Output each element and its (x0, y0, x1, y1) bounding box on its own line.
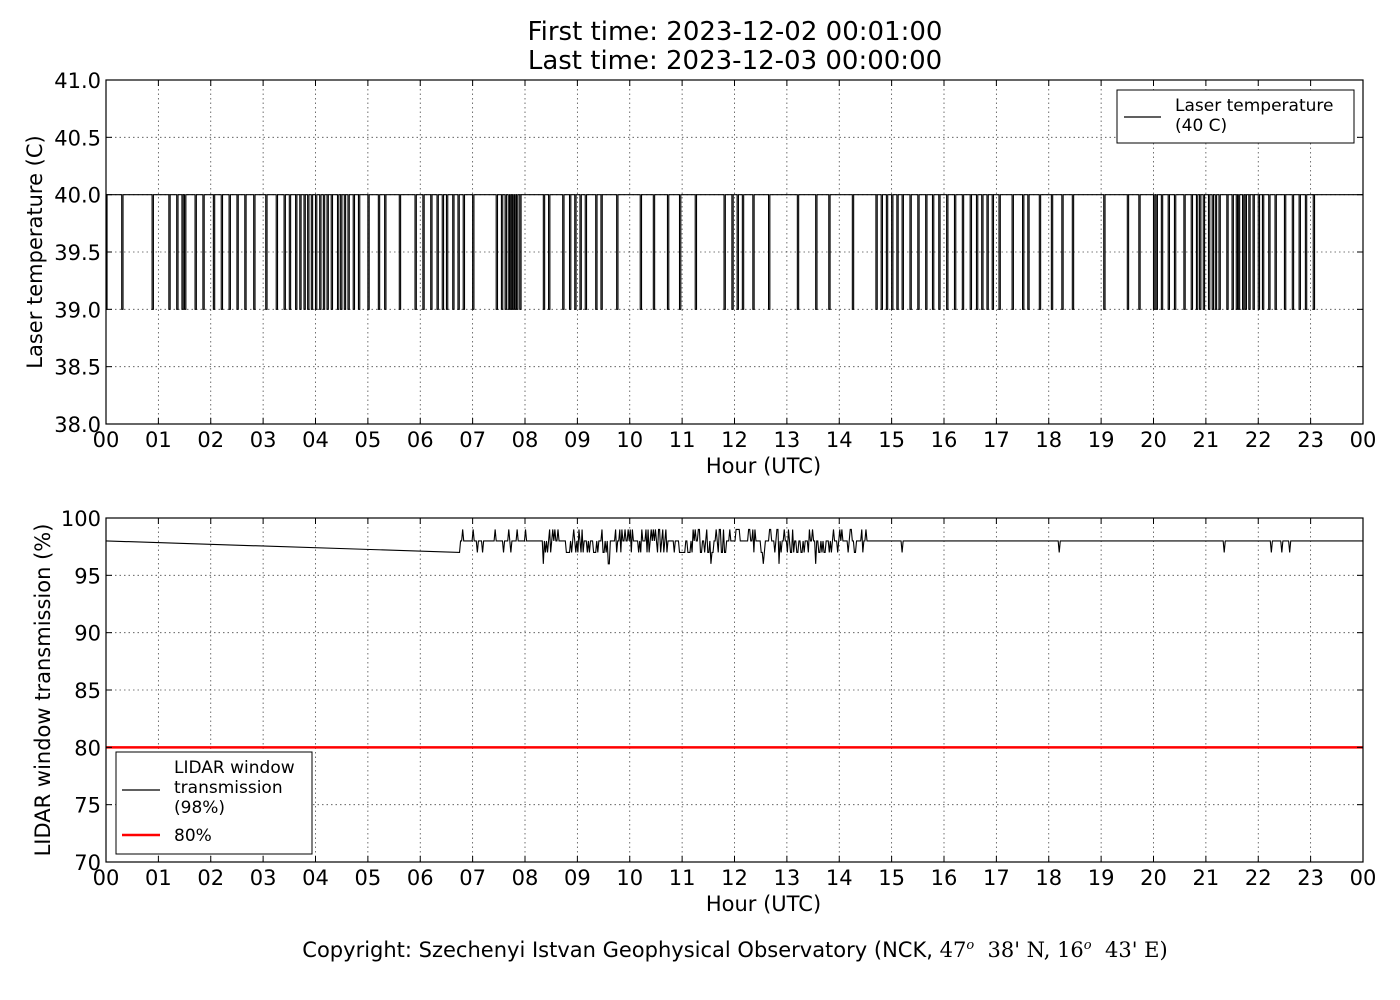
y-tick-label: 40.5 (54, 126, 101, 150)
x-tick-label: 19 (1088, 428, 1115, 452)
x-tick-label: 10 (616, 428, 643, 452)
x-tick-label: 03 (250, 866, 277, 890)
x-tick-label: 15 (878, 428, 905, 452)
y-tick-label: 90 (74, 622, 101, 646)
legend: Laser temperature(40 C) (1116, 89, 1355, 144)
copyright-prefix: Copyright: Szechenyi Istvan Geophysical … (302, 938, 940, 962)
x-tick-label: 20 (1140, 866, 1167, 890)
longitude-degrees: 16o (1057, 938, 1092, 962)
x-tick-label: 07 (459, 866, 486, 890)
x-tick-label: 17 (983, 428, 1010, 452)
x-tick-label: 15 (878, 866, 905, 890)
y-tick-label: 95 (74, 564, 101, 588)
x-tick-label: 23 (1297, 866, 1324, 890)
x-tick-label: 12 (721, 428, 748, 452)
latitude-degrees: 47o (939, 938, 975, 962)
chart-panel-1: 00 01 02 03 04 05 06 07 08 09 10 11 12 13 14 15 16 17 18 19… (23, 69, 1376, 478)
y-tick-label: 100 (61, 507, 101, 531)
legend-label: 80% (174, 826, 212, 846)
x-tick-label: 14 (826, 428, 853, 452)
y-tick-label: 70 (74, 851, 101, 875)
x-tick-label: 11 (669, 428, 696, 452)
x-tick-label: 17 (983, 866, 1010, 890)
y-tick-label: 75 (74, 794, 101, 818)
y-tick-label: 80 (74, 736, 101, 760)
last-time-label: Last time: 2023-12-03 00:00:00 (527, 46, 943, 76)
x-tick-label: 09 (564, 428, 591, 452)
y-tick-label: 38.0 (54, 413, 101, 437)
x-tick-label: 04 (302, 866, 329, 890)
y-axis-label: LIDAR window transmission (%) (31, 524, 55, 857)
x-axis-label: Hour (UTC) (706, 454, 821, 478)
x-tick-label: 00 (1350, 428, 1377, 452)
x-tick-label: 18 (1035, 866, 1062, 890)
x-tick-label: 05 (355, 866, 382, 890)
legend-label: (40 C) (1175, 116, 1227, 136)
y-tick-label: 40.0 (54, 184, 101, 208)
latitude-minutes: 38' N, (987, 938, 1058, 962)
x-tick-label: 13 (774, 428, 801, 452)
x-tick-label: 06 (407, 866, 434, 890)
x-tick-label: 12 (721, 866, 748, 890)
x-tick-label: 00 (93, 866, 120, 890)
x-tick-label: 11 (669, 866, 696, 890)
x-tick-label: 10 (616, 866, 643, 890)
chart-panel-2: 00 01 02 03 04 05 06 07 08 09 10 11 12 13 14 15 16 17 18 19… (31, 507, 1376, 916)
x-tick-label: 21 (1193, 866, 1220, 890)
lidar-transmission-line (105, 528, 1363, 565)
y-axis-label: Laser temperature (C) (23, 135, 47, 368)
x-tick-label: 07 (459, 428, 486, 452)
chart-title: First time: 2023-12-02 00:01:00 Last tim… (0, 18, 1400, 76)
x-tick-label: 16 (931, 866, 958, 890)
copyright-text: Copyright: Szechenyi Istvan Geophysical … (0, 938, 1400, 962)
x-tick-label: 23 (1297, 428, 1324, 452)
x-tick-label: 22 (1245, 866, 1272, 890)
legend-label: Laser temperature (1175, 96, 1333, 116)
y-tick-label: 38.5 (54, 356, 101, 380)
x-tick-label: 04 (302, 428, 329, 452)
x-tick-label: 21 (1193, 428, 1220, 452)
x-tick-label: 20 (1140, 428, 1167, 452)
x-tick-label: 16 (931, 428, 958, 452)
legend-label: LIDAR window (174, 758, 295, 778)
x-tick-label: 05 (355, 428, 382, 452)
legend-box (115, 751, 313, 855)
x-tick-label: 02 (197, 428, 224, 452)
x-tick-label: 09 (564, 866, 591, 890)
laser-temperature-line (106, 194, 1363, 310)
x-tick-label: 01 (145, 428, 172, 452)
legend-label: transmission (174, 778, 283, 798)
x-tick-label: 06 (407, 428, 434, 452)
x-tick-label: 03 (250, 428, 277, 452)
x-tick-label: 18 (1035, 428, 1062, 452)
first-time-label: First time: 2023-12-02 00:01:00 (527, 17, 943, 47)
x-tick-label: 08 (512, 428, 539, 452)
longitude-minutes: 43' E) (1104, 938, 1168, 962)
x-tick-label: 14 (826, 866, 853, 890)
legend-label: (98%) (174, 798, 225, 818)
x-tick-label: 22 (1245, 428, 1272, 452)
x-tick-label: 00 (1350, 866, 1377, 890)
x-tick-label: 13 (774, 866, 801, 890)
x-tick-label: 01 (145, 866, 172, 890)
x-axis-label: Hour (UTC) (706, 892, 821, 916)
y-tick-label: 39.0 (54, 298, 101, 322)
x-tick-label: 08 (512, 866, 539, 890)
y-tick-label: 39.5 (54, 241, 101, 265)
x-tick-label: 00 (93, 428, 120, 452)
x-tick-label: 02 (197, 866, 224, 890)
y-tick-label: 85 (74, 679, 101, 703)
y-tick-label: 41.0 (54, 69, 101, 93)
x-tick-label: 19 (1088, 866, 1115, 890)
